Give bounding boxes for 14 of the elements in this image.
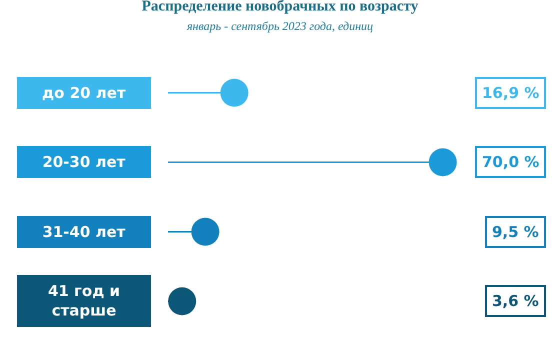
point	[220, 78, 248, 107]
point	[428, 148, 457, 176]
chart-subtitle: январь - сентябрь 2023 года, единиц	[186, 18, 374, 33]
y-tick-label: до 20 лет	[42, 84, 126, 102]
data-label: 3,6 %	[492, 292, 539, 310]
chart-title: Распределение новобрачных по возрасту	[142, 0, 419, 14]
data-label: 70,0 %	[482, 153, 540, 171]
data-label: 9,5 %	[492, 223, 539, 241]
data-label: 16,9 %	[482, 84, 540, 102]
y-tick-label: 20-30 лет	[42, 153, 126, 171]
point	[168, 287, 196, 316]
y-tick-label: 31-40 лет	[42, 223, 126, 241]
point	[191, 218, 220, 246]
y-tick-label: 41 год и старше	[48, 282, 120, 320]
